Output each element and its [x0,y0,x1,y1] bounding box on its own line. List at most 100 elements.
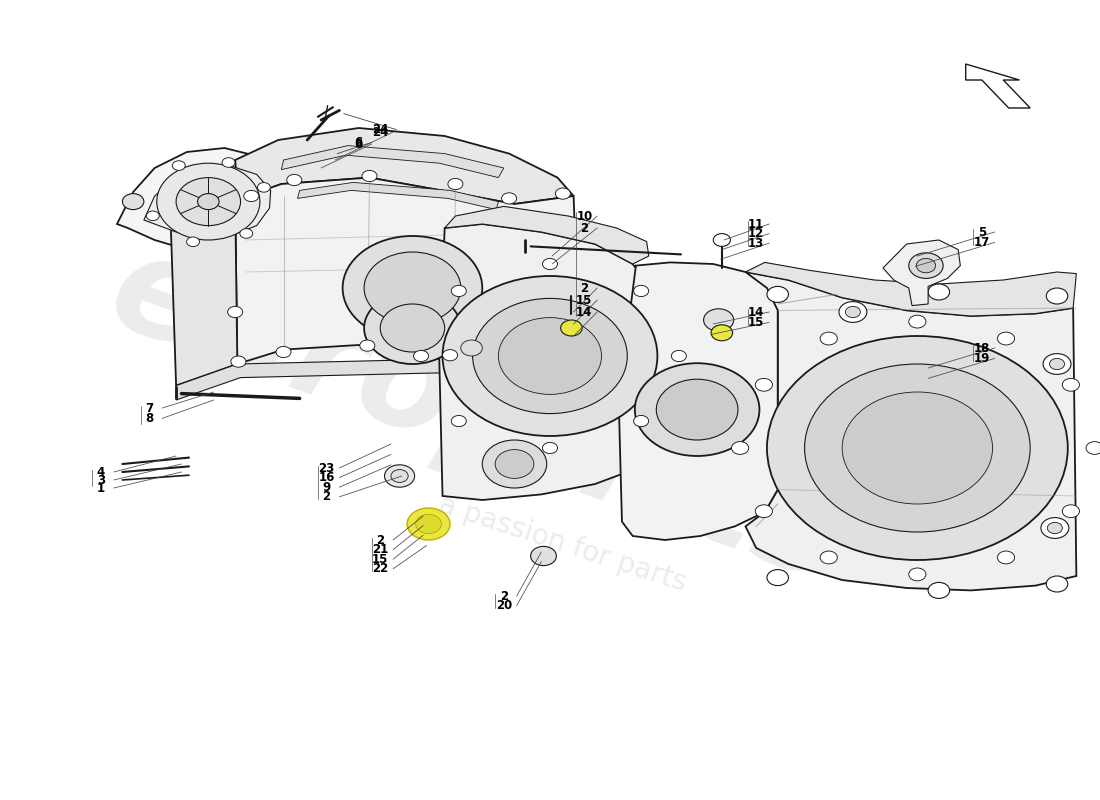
Circle shape [385,465,415,487]
Polygon shape [439,224,649,500]
Circle shape [1043,354,1071,374]
Circle shape [257,182,271,192]
Circle shape [482,440,547,488]
Circle shape [998,551,1014,564]
Text: 15: 15 [748,316,764,329]
Text: 2: 2 [322,490,331,503]
Circle shape [561,320,582,336]
Polygon shape [297,182,498,210]
Circle shape [146,211,160,221]
Circle shape [473,298,627,414]
Polygon shape [966,64,1031,108]
Circle shape [244,190,258,202]
Text: 6: 6 [354,138,363,150]
Circle shape [909,568,926,581]
Circle shape [416,514,441,534]
Circle shape [122,194,144,210]
Polygon shape [176,344,584,400]
Circle shape [495,450,534,478]
Circle shape [240,229,253,238]
Circle shape [928,582,949,598]
Text: europarts: europarts [94,222,860,610]
Circle shape [451,286,466,297]
Polygon shape [170,200,238,386]
Circle shape [704,309,734,331]
Circle shape [634,286,649,297]
Circle shape [804,364,1031,532]
Text: 8: 8 [145,412,153,425]
Text: 17: 17 [974,236,990,249]
Text: 2: 2 [581,282,589,294]
Text: 18: 18 [974,342,990,354]
Circle shape [556,188,571,199]
Text: 5: 5 [978,226,986,238]
Polygon shape [746,262,1077,316]
Circle shape [1049,358,1065,370]
Circle shape [821,332,837,345]
Text: 20: 20 [496,599,512,612]
Circle shape [287,174,301,186]
Text: 2: 2 [376,534,384,546]
Circle shape [767,286,789,302]
Circle shape [187,237,199,246]
Polygon shape [618,262,778,540]
Circle shape [276,346,292,358]
Text: a passion for parts: a passion for parts [436,490,691,598]
Circle shape [364,292,461,364]
Circle shape [671,350,686,362]
Polygon shape [117,148,296,252]
Text: 19: 19 [974,352,990,365]
Polygon shape [235,178,579,364]
Circle shape [756,505,772,518]
Circle shape [916,258,936,273]
Circle shape [821,551,837,564]
Circle shape [909,315,926,328]
Text: 23: 23 [318,462,334,474]
Circle shape [1047,522,1063,534]
Text: 24: 24 [372,126,388,138]
Circle shape [461,340,482,356]
Text: 4: 4 [97,466,104,478]
Circle shape [1046,288,1068,304]
Text: 24: 24 [372,123,388,136]
Text: 21: 21 [372,543,388,556]
Circle shape [634,415,649,426]
Circle shape [448,178,463,190]
Circle shape [542,258,558,270]
Circle shape [231,356,246,367]
Circle shape [442,350,458,361]
Circle shape [414,350,429,362]
Circle shape [502,193,517,204]
Circle shape [1063,505,1079,518]
Text: 7: 7 [145,402,153,414]
Circle shape [909,253,943,278]
Circle shape [566,314,581,326]
Circle shape [390,470,408,482]
Circle shape [198,194,219,210]
Text: 13: 13 [748,237,764,250]
Text: 15: 15 [372,553,388,566]
Polygon shape [235,128,573,204]
Circle shape [767,570,789,586]
Circle shape [635,363,759,456]
Circle shape [1041,518,1069,538]
Circle shape [451,415,466,426]
Circle shape [228,306,243,318]
Circle shape [767,336,1068,560]
Circle shape [407,508,450,540]
Circle shape [998,332,1014,345]
Circle shape [1046,576,1068,592]
Text: 085: 085 [826,277,944,363]
Text: 6: 6 [354,136,363,149]
Text: 12: 12 [748,227,764,240]
Circle shape [173,161,185,170]
Text: 2: 2 [581,222,589,234]
Text: 22: 22 [372,562,388,575]
Polygon shape [883,240,960,306]
Circle shape [713,234,730,246]
Text: 9: 9 [322,481,331,494]
Polygon shape [444,206,649,264]
Circle shape [839,302,867,322]
Text: 11: 11 [748,218,764,230]
Circle shape [843,392,992,504]
